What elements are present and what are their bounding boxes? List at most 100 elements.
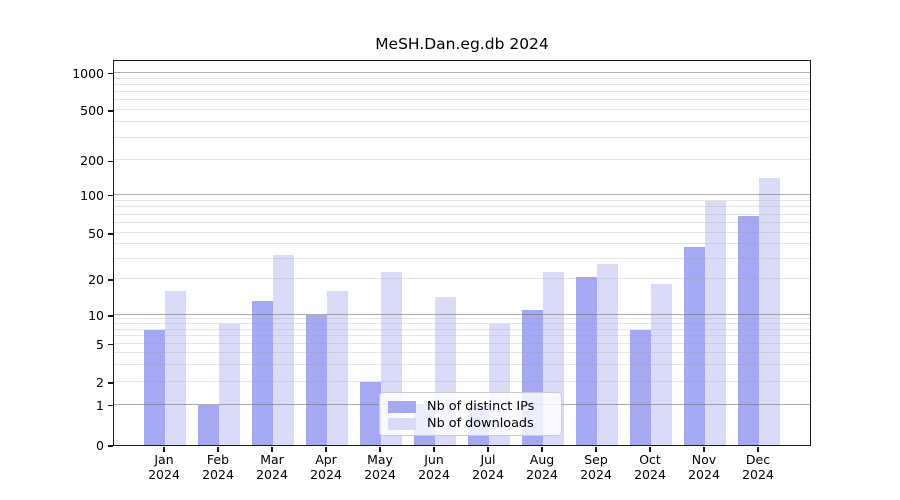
grid-layer — [114, 61, 810, 445]
x-tick-mark — [703, 447, 705, 452]
legend: Nb of distinct IPs Nb of downloads — [379, 392, 562, 436]
minor-gridline — [114, 83, 810, 85]
x-tick-mark — [217, 447, 219, 452]
x-tick-year: 2024 — [148, 467, 180, 482]
minor-gridline — [114, 136, 810, 138]
x-tick-month: Jul — [480, 452, 496, 467]
x-tick-label: Mar 2024 — [240, 452, 304, 482]
x-tick-label: Aug 2024 — [510, 452, 574, 482]
minor-gridline — [114, 199, 810, 201]
minor-gridline — [114, 90, 810, 92]
x-tick-year: 2024 — [364, 467, 396, 482]
minor-gridline — [114, 213, 810, 215]
minor-gridline — [114, 108, 810, 110]
bar-distinct-ips-dec — [738, 216, 759, 445]
minor-gridline — [114, 159, 810, 161]
bar-downloads-feb — [219, 324, 240, 445]
x-tick-mark — [595, 447, 597, 452]
x-tick-year: 2024 — [742, 467, 774, 482]
minor-gridline — [114, 318, 810, 320]
x-tick-month: Jun — [424, 452, 444, 467]
plot-area: Nb of distinct IPs Nb of downloads — [113, 60, 811, 446]
minor-gridline — [114, 364, 810, 366]
x-tick-year: 2024 — [310, 467, 342, 482]
y-tick-label: 200 — [80, 153, 104, 169]
bar-distinct-ips-mar — [252, 301, 273, 445]
x-tick-mark — [487, 447, 489, 452]
x-tick-label: Jun 2024 — [402, 452, 466, 482]
minor-gridline — [114, 278, 810, 280]
minor-gridline — [114, 323, 810, 325]
y-tick-label: 0 — [96, 438, 104, 453]
x-tick-month: Feb — [206, 452, 230, 467]
minor-gridline — [114, 121, 810, 123]
bar-distinct-ips-apr — [306, 315, 327, 445]
x-tick-mark — [541, 447, 543, 452]
x-tick-year: 2024 — [580, 467, 612, 482]
minor-gridline — [114, 328, 810, 330]
minor-gridline — [114, 243, 810, 245]
x-tick-year: 2024 — [472, 467, 504, 482]
y-tick-label: 500 — [80, 102, 104, 118]
x-tick-month: Apr — [315, 452, 337, 467]
bar-downloads-mar — [273, 255, 294, 445]
x-tick-month: Aug — [529, 452, 555, 467]
legend-label: Nb of distinct IPs — [427, 399, 535, 414]
minor-gridline — [114, 342, 810, 344]
x-tick-month: Mar — [260, 452, 284, 467]
x-tick-mark — [271, 447, 273, 452]
legend-row-distinct-ips: Nb of distinct IPs — [388, 399, 552, 414]
bar-distinct-ips-sep — [576, 277, 597, 445]
major-gridline — [114, 71, 810, 73]
x-tick-label: Jan 2024 — [132, 452, 196, 482]
x-tick-month: Nov — [691, 452, 717, 467]
minor-gridline — [114, 99, 810, 101]
x-tick-mark — [163, 447, 165, 452]
x-tick-mark — [433, 447, 435, 452]
minor-gridline — [114, 257, 810, 259]
x-tick-mark — [649, 447, 651, 452]
x-tick-year: 2024 — [202, 467, 234, 482]
chart-title: MeSH.Dan.eg.db 2024 — [375, 35, 549, 53]
bar-downloads-nov — [705, 201, 726, 445]
x-tick-year: 2024 — [418, 467, 450, 482]
x-tick-label: Feb 2024 — [186, 452, 250, 482]
bar-downloads-sep — [597, 264, 618, 445]
x-tick-label: Oct 2024 — [618, 452, 682, 482]
x-tick-month: Jan — [154, 452, 174, 467]
x-tick-label: Nov 2024 — [672, 452, 736, 482]
bar-downloads-dec — [759, 178, 780, 445]
x-tick-label: Dec 2024 — [726, 452, 790, 482]
minor-gridline — [114, 335, 810, 337]
minor-gridline — [114, 381, 810, 383]
bar-distinct-ips-nov — [684, 247, 705, 445]
y-tick-label: 10 — [88, 307, 104, 323]
minor-gridline — [114, 232, 810, 234]
x-tick-month: May — [367, 452, 393, 467]
x-tick-mark — [757, 447, 759, 452]
minor-gridline — [114, 206, 810, 208]
minor-gridline — [114, 77, 810, 79]
y-tick-label: 1000 — [72, 65, 104, 81]
bar-distinct-ips-jan — [144, 330, 165, 445]
bar-downloads-apr — [327, 291, 348, 445]
x-tick-mark — [325, 447, 327, 452]
bar-downloads-jan — [165, 291, 186, 445]
x-tick-year: 2024 — [688, 467, 720, 482]
major-gridline — [114, 313, 810, 315]
x-tick-month: Oct — [639, 452, 661, 467]
x-tick-label: May 2024 — [348, 452, 412, 482]
minor-gridline — [114, 352, 810, 354]
bar-distinct-ips-oct — [630, 330, 651, 445]
x-tick-year: 2024 — [256, 467, 288, 482]
x-tick-label: Sep 2024 — [564, 452, 628, 482]
x-tick-year: 2024 — [526, 467, 558, 482]
y-tick-label: 5 — [96, 336, 104, 352]
x-tick-month: Dec — [745, 452, 771, 467]
x-tick-mark — [379, 447, 381, 452]
x-tick-label: Jul 2024 — [456, 452, 520, 482]
bar-distinct-ips-may — [360, 382, 381, 445]
major-gridline — [114, 193, 810, 195]
minor-gridline — [114, 222, 810, 224]
